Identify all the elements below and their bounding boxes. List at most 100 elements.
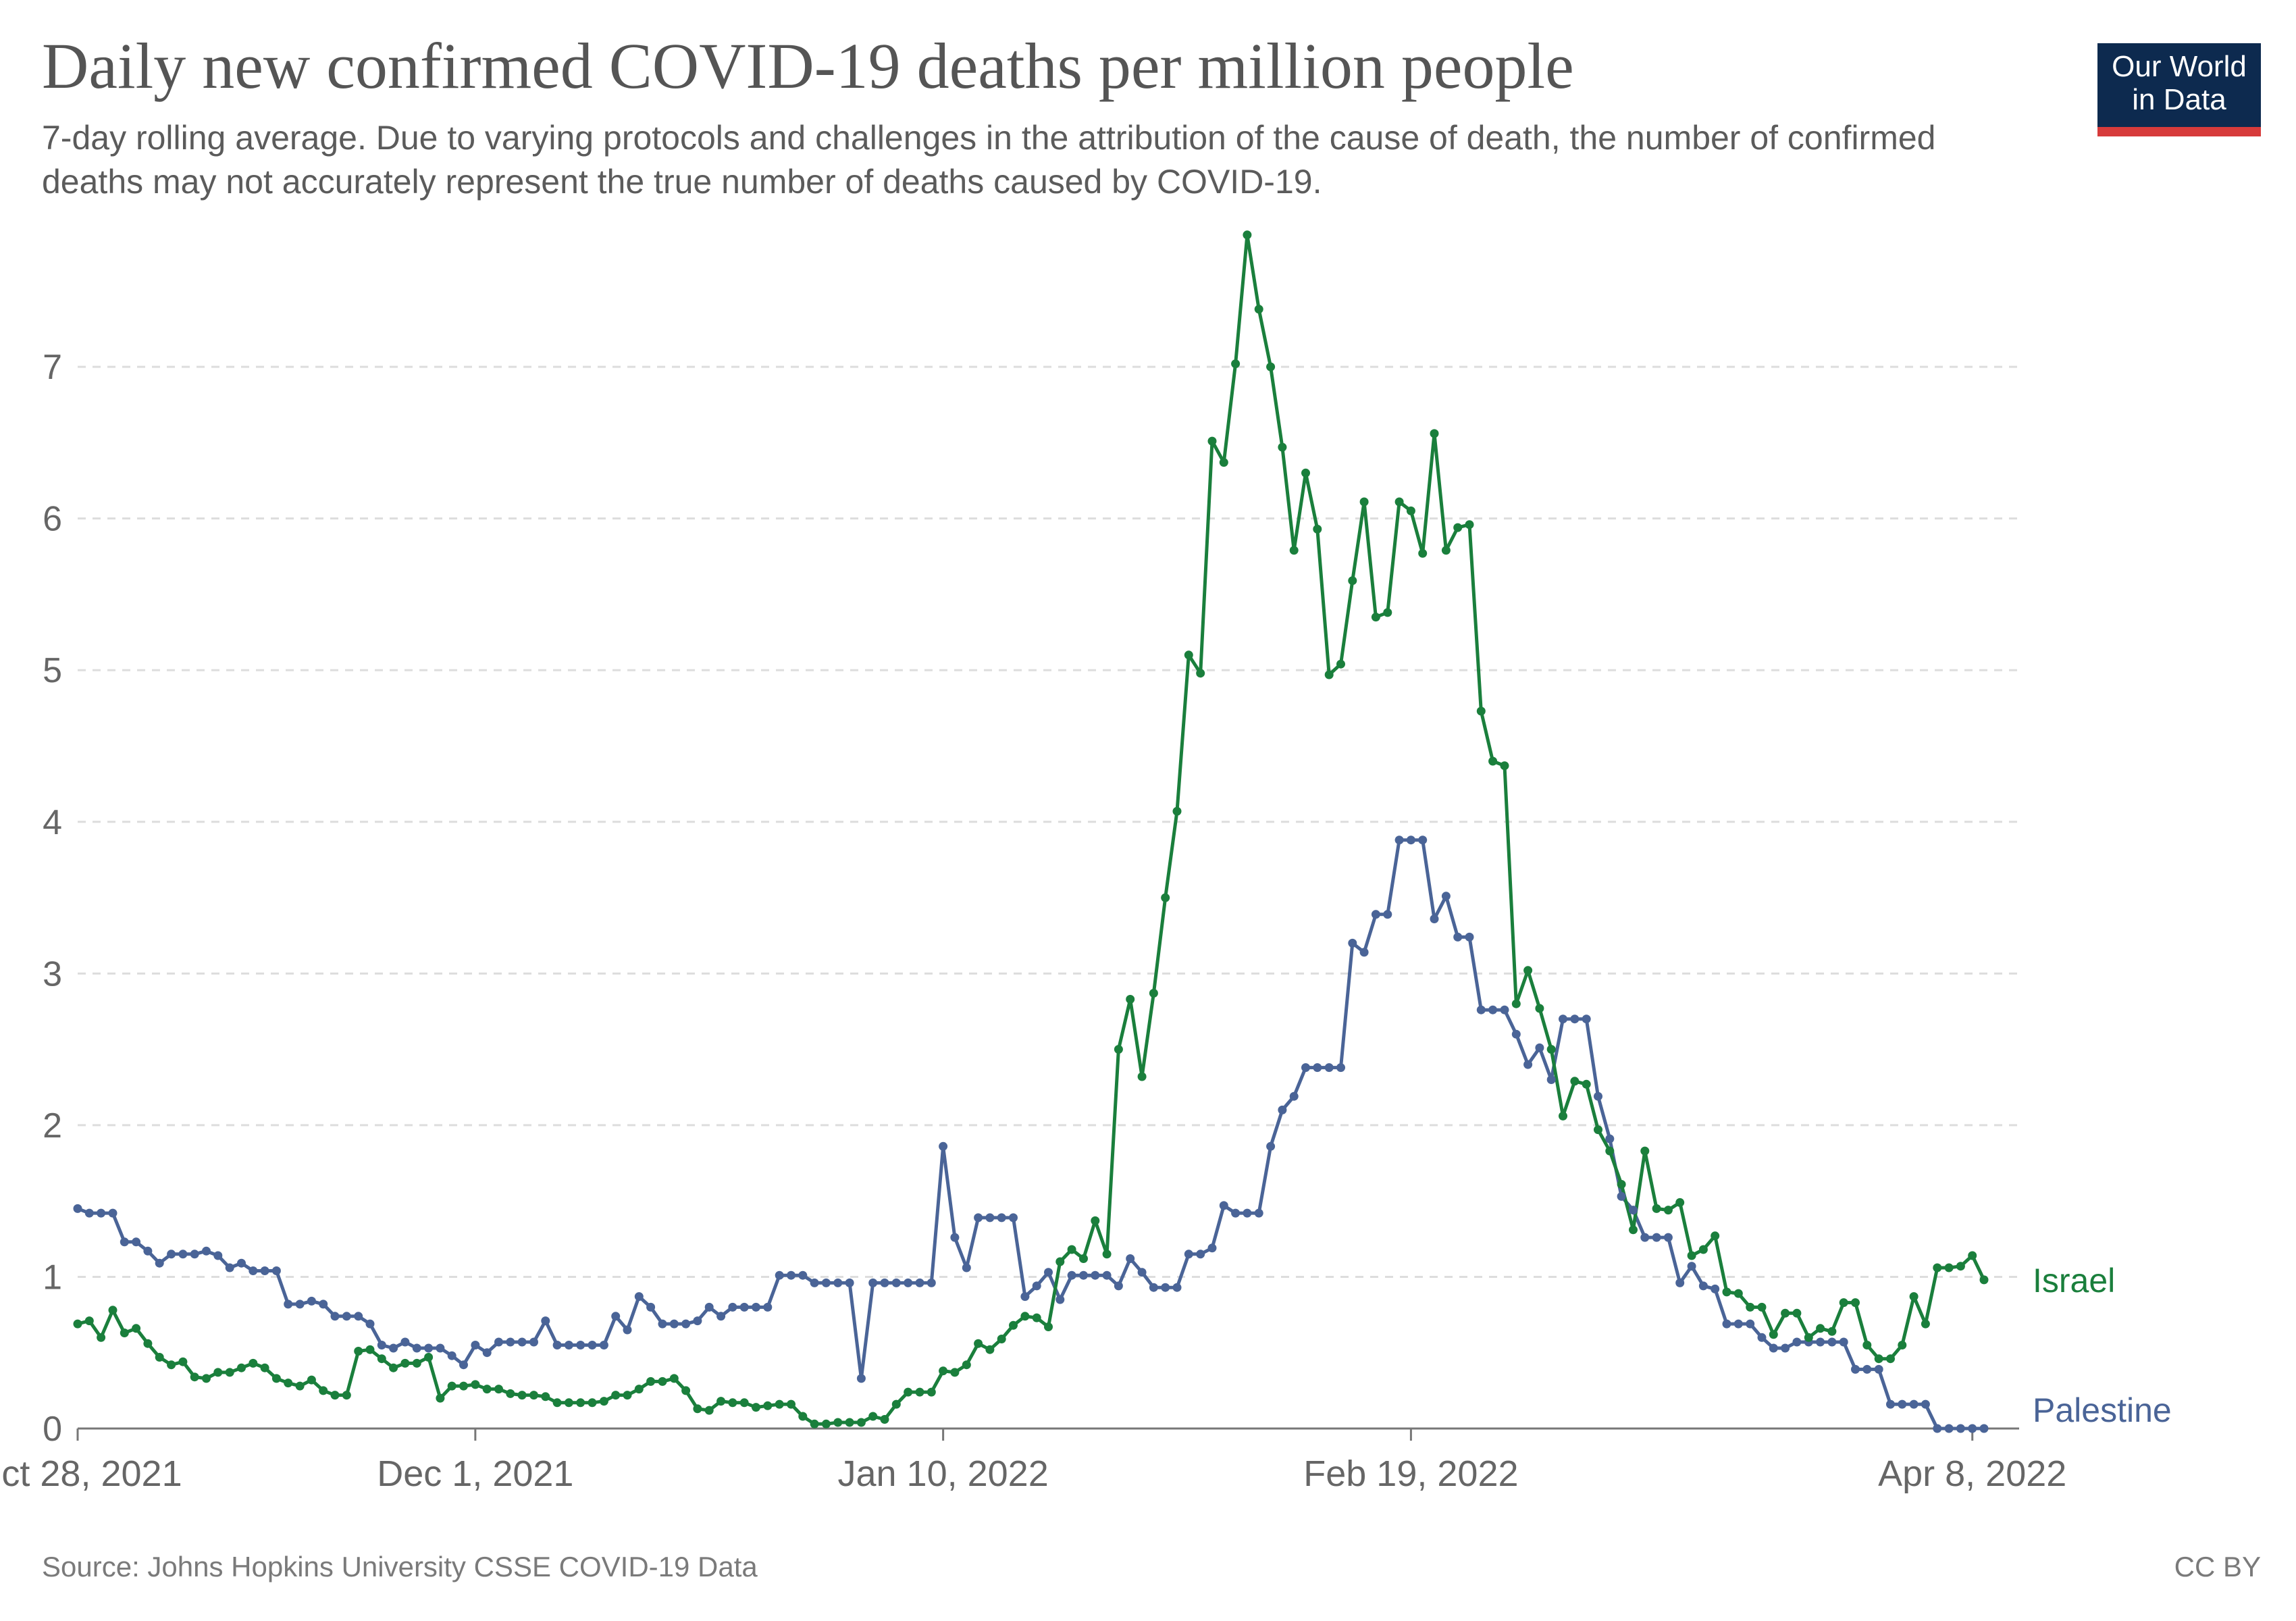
- israel-point: [1816, 1324, 1825, 1333]
- palestine-point: [1944, 1424, 1954, 1433]
- israel-point: [669, 1374, 679, 1383]
- palestine-point: [1722, 1319, 1731, 1329]
- palestine-point: [84, 1208, 94, 1218]
- palestine-point: [1067, 1270, 1076, 1280]
- israel-point: [1757, 1302, 1767, 1312]
- israel-series-label: Israel: [2033, 1262, 2115, 1300]
- israel-point: [1044, 1322, 1053, 1331]
- palestine-point: [681, 1319, 691, 1329]
- palestine-point: [284, 1300, 293, 1309]
- israel-point: [1968, 1251, 1977, 1260]
- our-world-in-data-logo[interactable]: Our World in Data: [2097, 43, 2261, 136]
- palestine-point: [1336, 1063, 1345, 1073]
- palestine-point: [739, 1302, 749, 1312]
- israel-point: [1371, 613, 1380, 622]
- series-labels: Israel Palestine: [2033, 1262, 2172, 1429]
- license-link[interactable]: CC BY: [2174, 1551, 2261, 1583]
- palestine-point: [155, 1258, 164, 1268]
- palestine-point: [1207, 1243, 1217, 1253]
- palestine-point: [330, 1312, 340, 1321]
- palestine-point: [552, 1341, 562, 1349]
- israel-point: [1511, 999, 1521, 1008]
- y-tick-label: 0: [43, 1410, 62, 1449]
- palestine-point: [1476, 1005, 1486, 1014]
- palestine-point: [1839, 1337, 1848, 1347]
- israel-point: [646, 1376, 656, 1386]
- israel-point: [997, 1335, 1006, 1343]
- israel-point: [97, 1333, 106, 1342]
- israel-point: [84, 1316, 94, 1326]
- israel-point: [588, 1398, 597, 1408]
- palestine-point: [1430, 915, 1439, 923]
- palestine-point: [237, 1258, 246, 1268]
- israel-point: [284, 1379, 293, 1388]
- israel-point: [213, 1368, 223, 1377]
- israel-point: [1605, 1146, 1615, 1156]
- israel-point: [1979, 1275, 1989, 1285]
- palestine-point: [611, 1312, 621, 1321]
- israel-point: [459, 1381, 468, 1391]
- palestine-point: [1149, 1283, 1158, 1292]
- israel-point: [775, 1399, 784, 1409]
- palestine-point: [1968, 1424, 1977, 1433]
- palestine-point: [1383, 910, 1392, 919]
- palestine-point: [506, 1337, 515, 1347]
- palestine-point: [73, 1204, 82, 1213]
- israel-point: [1769, 1330, 1778, 1339]
- israel-point: [1746, 1302, 1755, 1312]
- palestine-point: [1196, 1250, 1205, 1259]
- palestine-point: [412, 1343, 421, 1353]
- israel-point: [1570, 1077, 1580, 1086]
- palestine-point: [904, 1278, 913, 1287]
- israel-point: [1933, 1263, 1942, 1272]
- palestine-point: [646, 1302, 656, 1312]
- israel-point: [1020, 1312, 1030, 1321]
- palestine-point: [389, 1343, 398, 1353]
- palestine-point: [634, 1292, 644, 1302]
- palestine-point: [1874, 1364, 1883, 1374]
- palestine-point: [1582, 1014, 1591, 1024]
- palestine-point: [1933, 1424, 1942, 1433]
- israel-point: [295, 1381, 305, 1391]
- palestine-point: [143, 1246, 153, 1256]
- palestine-point: [915, 1278, 924, 1287]
- israel-point: [728, 1398, 737, 1408]
- israel-point: [623, 1391, 632, 1400]
- palestine-point: [1161, 1283, 1170, 1292]
- israel-point: [904, 1387, 913, 1397]
- palestine-point: [1816, 1337, 1825, 1347]
- israel-point: [330, 1391, 340, 1400]
- palestine-point: [810, 1278, 819, 1287]
- israel-point: [1640, 1146, 1650, 1156]
- israel-point: [1675, 1198, 1685, 1207]
- palestine-point: [1079, 1270, 1088, 1280]
- israel-point: [962, 1360, 971, 1370]
- palestine-point: [1827, 1337, 1837, 1347]
- israel-point: [73, 1319, 82, 1329]
- palestine-point: [1371, 910, 1380, 919]
- palestine-point: [1359, 948, 1369, 957]
- israel-point: [1687, 1251, 1696, 1260]
- israel-point: [412, 1358, 421, 1368]
- x-tick-label: Apr 8, 2022: [1878, 1453, 2066, 1494]
- palestine-point: [1605, 1134, 1615, 1143]
- israel-point: [447, 1381, 456, 1391]
- israel-point: [891, 1399, 901, 1409]
- palestine-point: [342, 1312, 351, 1321]
- palestine-point: [1114, 1281, 1123, 1291]
- palestine-point: [108, 1208, 118, 1218]
- palestine-point: [787, 1270, 795, 1280]
- palestine-point: [1231, 1208, 1241, 1218]
- israel-point: [1418, 548, 1428, 558]
- israel-point: [787, 1399, 795, 1409]
- palestine-point: [202, 1246, 211, 1256]
- palestine-point: [1254, 1208, 1263, 1218]
- palestine-point: [295, 1300, 305, 1309]
- israel-point: [1149, 989, 1158, 998]
- palestine-point: [1675, 1278, 1685, 1287]
- israel-point: [377, 1354, 386, 1364]
- palestine-point: [1091, 1270, 1100, 1280]
- israel-point: [319, 1386, 328, 1395]
- israel-point: [155, 1353, 164, 1362]
- palestine-point: [1441, 892, 1451, 901]
